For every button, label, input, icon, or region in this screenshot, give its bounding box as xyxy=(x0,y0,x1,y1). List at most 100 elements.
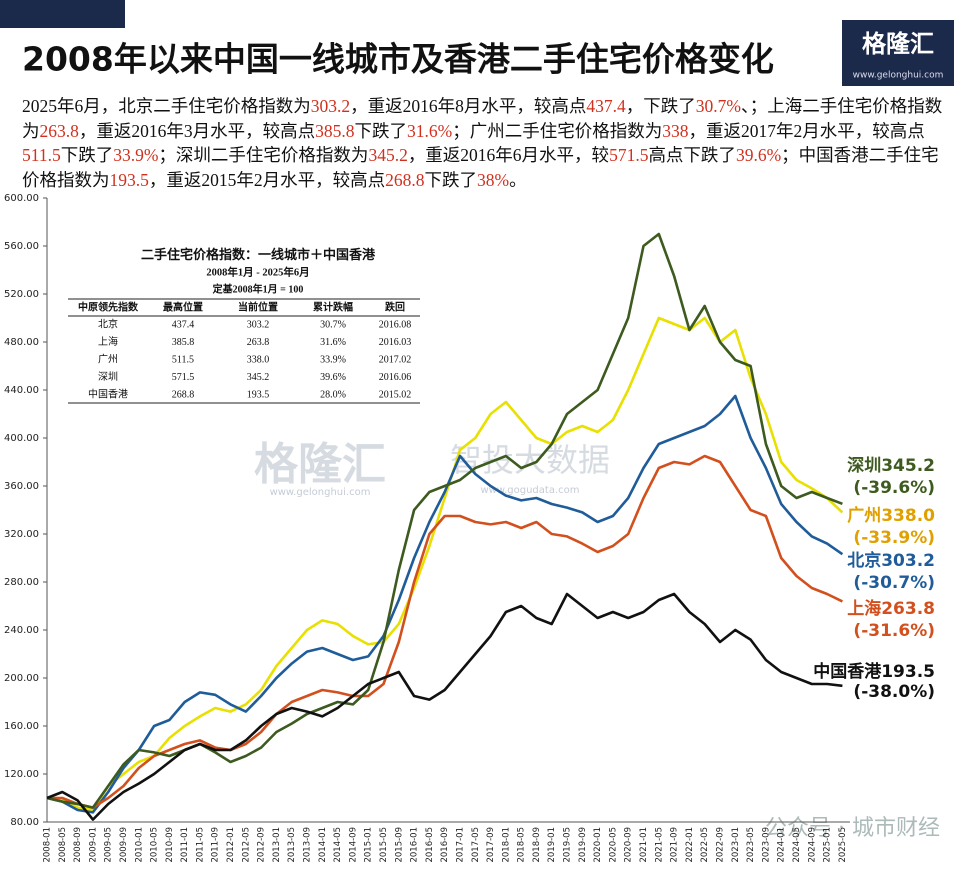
end-label: (-30.7%) xyxy=(853,573,935,593)
summary-text: ，重返2017年2月水平，较高点 xyxy=(688,120,925,141)
x-tick-label: 2009-09 xyxy=(119,827,129,863)
table-cell: 广州 xyxy=(98,353,118,365)
x-tick-label: 2016-05 xyxy=(425,827,435,863)
x-tick-label: 2014-01 xyxy=(318,827,328,863)
y-tick-label: 120.00 xyxy=(4,769,39,780)
x-tick-label: 2011-01 xyxy=(180,827,190,863)
highlight: 263.8 xyxy=(39,120,79,141)
x-tick-label: 2014-05 xyxy=(333,827,343,863)
x-tick-label: 2017-01 xyxy=(455,827,465,863)
x-tick-label: 2018-01 xyxy=(501,827,511,863)
series-line xyxy=(46,316,844,812)
x-tick-label: 2021-09 xyxy=(670,827,680,863)
end-label: (-33.9%) xyxy=(853,528,935,548)
y-tick-label: 160.00 xyxy=(4,721,39,732)
table-note: 定基2008年1月 = 100 xyxy=(213,282,304,295)
series-line xyxy=(47,454,843,809)
x-tick-label: 2012-05 xyxy=(241,827,251,863)
x-tick-label: 2011-09 xyxy=(211,827,221,863)
y-tick-label: 200.00 xyxy=(4,673,39,684)
y-tick-label: 280.00 xyxy=(4,577,39,588)
highlight: 39.6% xyxy=(735,145,782,165)
table-cell: 338.0 xyxy=(247,354,270,365)
x-tick-label: 2020-05 xyxy=(608,827,618,863)
x-tick-label: 2023-05 xyxy=(746,827,756,863)
y-tick-label: 600.00 xyxy=(4,193,39,204)
x-tick-label: 2015-01 xyxy=(364,827,374,863)
highlight: 437.4 xyxy=(586,96,626,116)
x-tick-label: 2023-01 xyxy=(731,827,741,863)
watermark: 智投大数据 xyxy=(450,441,610,479)
table-cell: 北京 xyxy=(98,317,118,330)
x-tick-label: 2024-09 xyxy=(807,827,817,863)
summary: 2025年6月，北京二手住宅价格指数为303.2，重返2016年8月水平，较高点… xyxy=(22,94,952,192)
highlight: 338 xyxy=(662,120,689,141)
table-cell: 30.7% xyxy=(320,319,346,330)
summary-text: 下跌了 xyxy=(354,120,408,141)
table-title: 二手住宅价格指数：一线城市＋中国香港 xyxy=(141,247,376,262)
summary-text: ，下跌了 xyxy=(625,96,696,116)
logo: 格隆汇 xyxy=(862,30,934,58)
highlight: 345.2 xyxy=(368,145,408,165)
summary-text: 高点下跌了 xyxy=(648,145,736,165)
x-tick-label: 2009-05 xyxy=(104,827,114,863)
summary-text: ；广州二手住宅价格指数为 xyxy=(452,120,663,141)
table-header: 累计跌幅 xyxy=(313,300,353,313)
end-label: 中国香港193.5 xyxy=(813,661,935,682)
table-cell: 511.5 xyxy=(172,354,194,365)
series-line xyxy=(46,394,844,814)
x-tick-label: 2013-09 xyxy=(303,827,313,863)
watermark: www.gogudata.com xyxy=(480,485,579,496)
x-tick-label: 2025-05 xyxy=(838,827,848,863)
x-tick-label: 2023-09 xyxy=(761,827,771,863)
x-tick-label: 2014-09 xyxy=(348,827,358,863)
x-tick-label: 2009-01 xyxy=(88,827,98,863)
summary-text: 。 xyxy=(509,169,527,190)
table-header: 跌回 xyxy=(385,300,405,313)
table-cell: 2017.02 xyxy=(379,354,412,365)
table-cell: 2015.02 xyxy=(379,389,412,400)
table-header: 最高位置 xyxy=(163,300,203,313)
highlight: 511.5 xyxy=(22,145,61,165)
x-tick-label: 2008-09 xyxy=(73,827,83,863)
logo-box xyxy=(842,20,954,86)
x-tick-label: 2019-09 xyxy=(578,827,588,863)
table-cell: 263.8 xyxy=(247,337,270,348)
x-tick-label: 2021-05 xyxy=(654,827,664,863)
end-label: (-39.6%) xyxy=(853,478,935,498)
summary-text: ，重返2016年8月水平，较高点 xyxy=(350,96,587,116)
y-tick-label: 240.00 xyxy=(4,625,39,636)
x-tick-label: 2016-01 xyxy=(410,827,420,863)
summary-text: ，重返2016年3月水平，较高点 xyxy=(78,120,316,141)
end-label: (-31.6%) xyxy=(853,621,935,641)
x-tick-label: 2008-01 xyxy=(43,827,53,863)
table-cell: 193.5 xyxy=(247,389,270,400)
summary-text: 下跌了 xyxy=(424,169,478,190)
y-tick-label: 360.00 xyxy=(4,481,39,492)
table-cell: 437.4 xyxy=(172,319,195,330)
summary-text: 、；上海二手住宅价格指数为 xyxy=(22,96,943,141)
x-tick-label: 2015-05 xyxy=(379,827,389,863)
table-cell: 2016.03 xyxy=(379,337,412,348)
summary-text: ，重返2015年2月水平，较高点 xyxy=(148,169,386,190)
y-tick-label: 560.00 xyxy=(4,241,39,252)
end-label: 北京303.2 xyxy=(847,550,935,571)
x-tick-label: 2013-05 xyxy=(287,827,297,863)
table-cell: 39.6% xyxy=(320,372,346,383)
x-tick-label: 2025-01 xyxy=(823,827,833,863)
table-cell: 28.0% xyxy=(320,389,346,400)
x-tick-label: 2021-01 xyxy=(639,827,649,863)
table-subtitle: 2008年1月 - 2025年6月 xyxy=(206,265,309,278)
y-tick-label: 480.00 xyxy=(4,337,39,348)
inset-table: 二手住宅价格指数：一线城市＋中国香港 2008年1月 - 2025年6月定基200… xyxy=(68,247,420,404)
x-tick-label: 2018-05 xyxy=(517,827,527,863)
x-tick-label: 2018-09 xyxy=(532,827,542,863)
watermark: 公众号 · 城市财经 xyxy=(765,816,940,841)
end-label: (-38.0%) xyxy=(853,682,935,702)
table-cell: 2016.08 xyxy=(379,319,412,330)
x-tick-label: 2016-09 xyxy=(440,827,450,863)
y-tick-label: 440.00 xyxy=(4,385,39,396)
table-header: 中原领先指数 xyxy=(78,300,139,313)
x-tick-label: 2020-01 xyxy=(593,827,603,863)
